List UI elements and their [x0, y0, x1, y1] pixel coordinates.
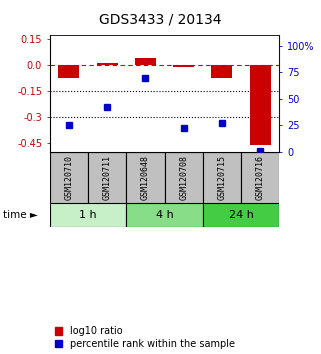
Text: GSM120648: GSM120648 [141, 155, 150, 200]
Bar [164, 152, 203, 203]
Text: 4 h: 4 h [156, 210, 173, 220]
Text: GSM120716: GSM120716 [256, 155, 265, 200]
Text: GSM120711: GSM120711 [103, 155, 112, 200]
Text: GSM120708: GSM120708 [179, 155, 188, 200]
Bar [126, 152, 164, 203]
Bar [50, 203, 126, 227]
Bar [250, 65, 271, 145]
Bar [211, 65, 232, 78]
Bar [88, 152, 126, 203]
Bar [203, 203, 279, 227]
Text: GSM120715: GSM120715 [217, 155, 226, 200]
Bar [97, 63, 118, 65]
Bar [50, 152, 88, 203]
Text: time ►: time ► [3, 210, 38, 220]
Bar [58, 65, 79, 78]
Legend: log10 ratio, percentile rank within the sample: log10 ratio, percentile rank within the … [55, 326, 235, 349]
Text: 1 h: 1 h [79, 210, 97, 220]
Text: GDS3433 / 20134: GDS3433 / 20134 [99, 12, 222, 27]
Bar [173, 65, 194, 67]
Text: 24 h: 24 h [229, 210, 254, 220]
Text: GSM120710: GSM120710 [65, 155, 74, 200]
Bar [126, 203, 203, 227]
Bar [135, 58, 156, 65]
Bar [241, 152, 279, 203]
Bar [203, 152, 241, 203]
